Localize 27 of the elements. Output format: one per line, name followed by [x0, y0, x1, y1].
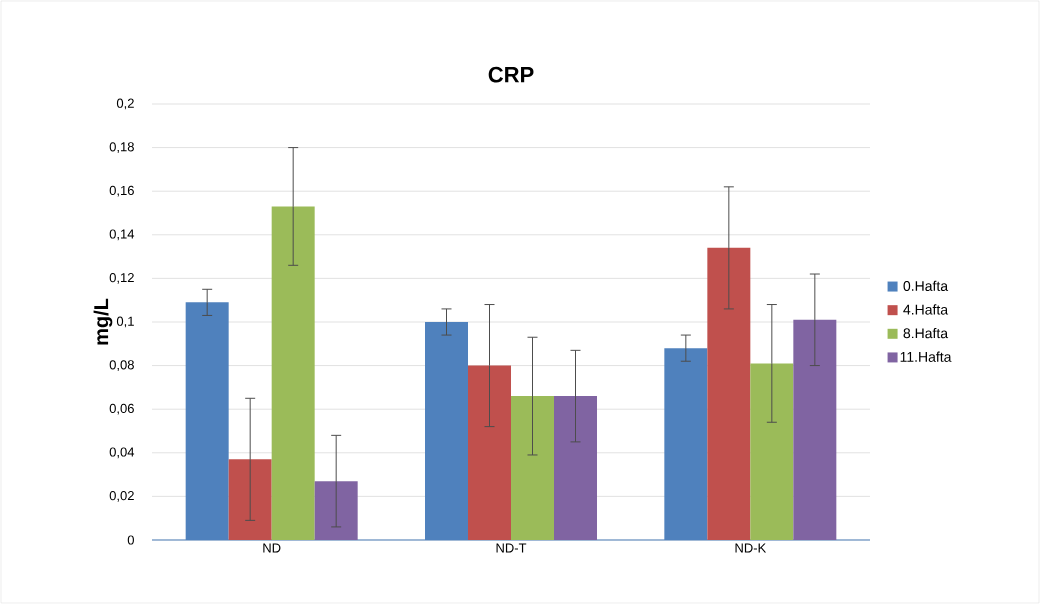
x-tick-label: ND-T	[496, 543, 527, 553]
bar	[511, 396, 554, 540]
y-axis-title: mg/L	[93, 298, 113, 345]
bar	[707, 247, 751, 540]
y-tick-label: 0,02	[109, 491, 134, 502]
y-tick-label: 0,16	[109, 185, 134, 197]
y-tick-label: 0	[127, 535, 134, 545]
y-tick-label: 0,08	[109, 360, 134, 371]
bar	[271, 206, 315, 540]
bar	[468, 365, 512, 540]
y-tick-label: 0,2	[116, 98, 134, 110]
bar	[554, 396, 597, 540]
x-tick-label: ND	[263, 543, 281, 553]
chart-title: CRP	[488, 66, 534, 83]
y-tick-label: 0,06	[109, 403, 134, 415]
legend-label: 11.Hafta	[900, 351, 952, 362]
legend-label: 4.Hafta	[903, 304, 949, 315]
x-tick-label: ND-K	[735, 543, 767, 553]
legend-label: 8.Hafta	[903, 327, 949, 339]
y-tick-label: 0,04	[109, 447, 135, 459]
y-tick-label: 0,12	[109, 273, 134, 284]
y-tick-label: 0,14	[109, 229, 135, 241]
legend-label: 0.Hafta	[903, 280, 949, 291]
y-tick-label: 0,18	[109, 142, 134, 153]
y-tick-label: 0,1	[116, 316, 134, 328]
bar	[793, 319, 837, 540]
bar	[750, 363, 794, 540]
